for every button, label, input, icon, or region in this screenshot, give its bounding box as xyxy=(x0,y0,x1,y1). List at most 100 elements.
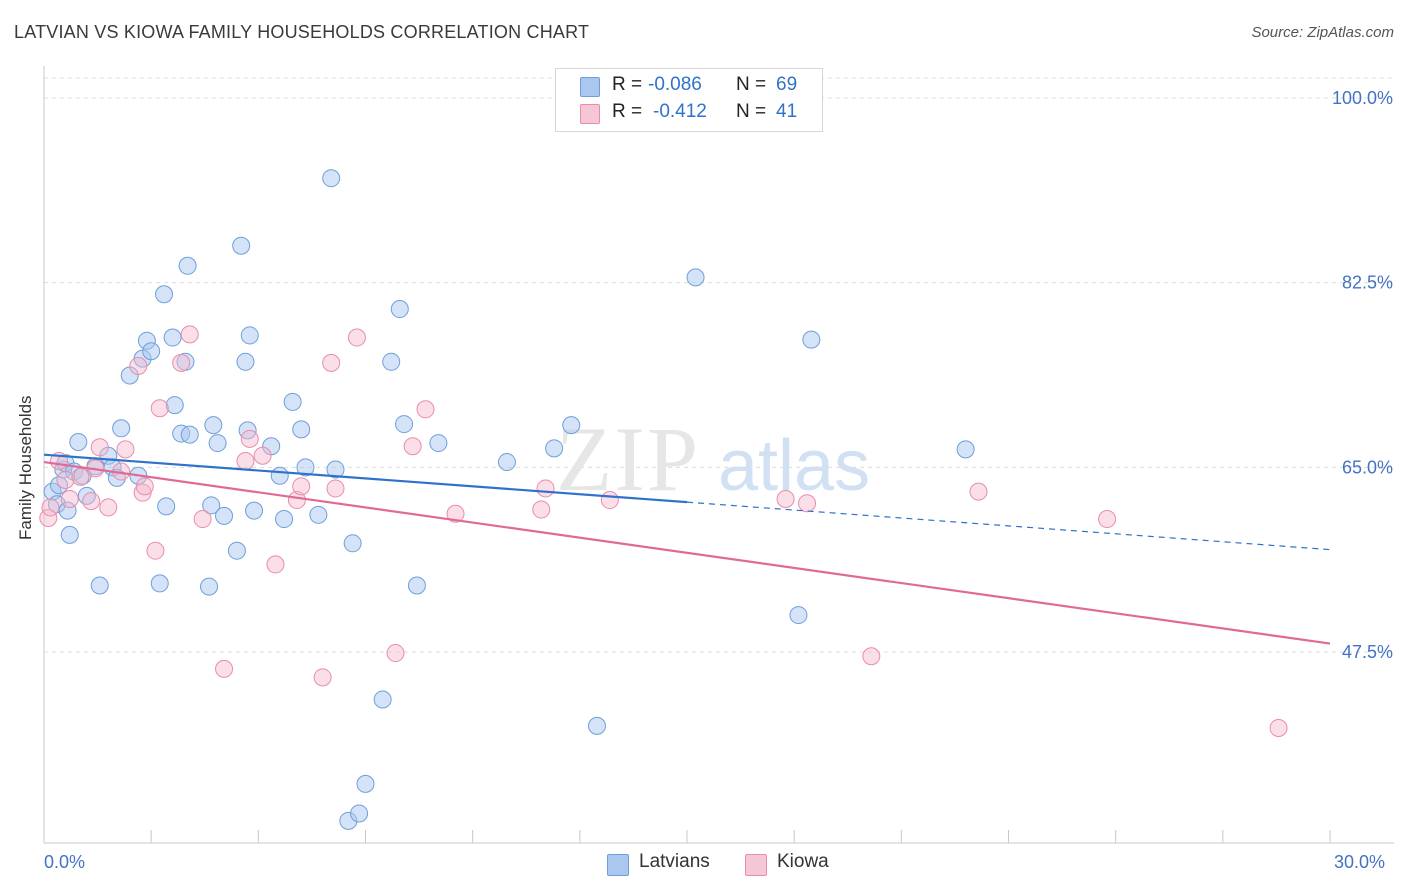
legend-r-label-1: R = xyxy=(612,74,643,95)
trend-lines xyxy=(43,453,1331,645)
latvian-point xyxy=(227,541,246,560)
latvian-point xyxy=(587,716,606,735)
latvian-point xyxy=(562,416,581,435)
kiowa-point xyxy=(82,492,101,511)
kiowa-point xyxy=(416,400,435,419)
latvian-point xyxy=(155,285,174,304)
kiowa-point xyxy=(193,510,212,529)
kiowa-point xyxy=(60,489,79,508)
latvian-point xyxy=(240,326,259,345)
latvian-point xyxy=(956,440,975,459)
watermark-atlas: atlas xyxy=(718,426,870,506)
latvian-point xyxy=(686,268,705,287)
latvian-point xyxy=(545,439,564,458)
kiowa-point xyxy=(1098,510,1117,529)
kiowa-legend-swatch xyxy=(745,854,767,876)
latvian-trend-line xyxy=(43,453,688,504)
latvian-point xyxy=(165,396,184,415)
latvian-point xyxy=(407,576,426,595)
kiowa-point xyxy=(266,555,285,574)
latvian-point xyxy=(69,433,88,452)
axes xyxy=(43,66,1394,844)
latvian-point xyxy=(497,453,516,472)
kiowa-point xyxy=(403,437,422,456)
latvian-swatch xyxy=(580,77,600,97)
y-tick-label: 65.0% xyxy=(1342,457,1393,477)
latvian-point xyxy=(789,606,808,625)
latvian-point xyxy=(802,330,821,349)
kiowa-point xyxy=(253,446,272,465)
kiowa-point xyxy=(1269,718,1288,737)
latvian-point xyxy=(157,497,176,516)
kiowa-point xyxy=(536,479,555,498)
kiowa-point xyxy=(862,647,881,666)
kiowa-point xyxy=(313,668,332,687)
x-tick-max: 30.0% xyxy=(1334,852,1386,872)
watermark: ZIP atlas xyxy=(556,408,870,510)
y-axis-label: Family Households xyxy=(16,395,35,540)
latvian-point xyxy=(60,525,79,544)
latvian-point xyxy=(309,505,328,524)
latvian-point xyxy=(112,419,131,438)
kiowa-point xyxy=(326,479,345,498)
legend-r-value-2: -0.412 xyxy=(653,101,707,122)
legend-r-label-2: R = xyxy=(612,101,643,122)
kiowa-point xyxy=(135,477,154,496)
latvian-point xyxy=(429,434,448,453)
latvian-point xyxy=(283,392,302,411)
latvian-point xyxy=(163,328,182,347)
stats-legend: R = -0.086 N = 69 R = -0.412 N = 41 xyxy=(555,68,823,132)
latvian-point xyxy=(356,774,375,793)
latvian-point xyxy=(232,236,251,255)
source-label: Source: ZipAtlas.com xyxy=(1251,24,1394,41)
kiowa-point xyxy=(347,328,366,347)
kiowa-trend-line xyxy=(43,460,1331,645)
kiowa-point xyxy=(172,353,191,372)
latvian-point xyxy=(208,434,227,453)
latvian-point xyxy=(90,576,109,595)
kiowa-point xyxy=(798,494,817,513)
kiowa-point xyxy=(146,541,165,560)
kiowa-point xyxy=(386,644,405,663)
kiowa-point xyxy=(71,467,90,486)
latvian-point xyxy=(58,501,77,520)
latvian-point xyxy=(382,352,401,371)
kiowa-point xyxy=(215,659,234,678)
latvian-point xyxy=(395,415,414,434)
latvian-point xyxy=(322,169,341,188)
legend-n-label-1: N = xyxy=(736,74,767,95)
latvian-point xyxy=(343,534,362,553)
latvian-point xyxy=(350,804,369,823)
kiowa-point xyxy=(150,399,169,418)
latvians-legend-label: Latvians xyxy=(639,851,710,872)
y-tick-label: 47.5% xyxy=(1342,642,1393,662)
kiowa-point xyxy=(56,470,75,489)
latvian-point xyxy=(215,506,234,525)
latvian-point xyxy=(292,420,311,439)
latvian-point xyxy=(236,352,255,371)
latvian-point xyxy=(204,416,223,435)
kiowa-point xyxy=(90,438,109,457)
kiowa-point xyxy=(129,357,148,376)
latvian-point xyxy=(142,342,161,361)
chart-title: LATVIAN VS KIOWA FAMILY HOUSEHOLDS CORRE… xyxy=(14,22,590,42)
latvian-point xyxy=(390,300,409,319)
kiowa-point xyxy=(99,498,118,517)
kiowa-point xyxy=(41,498,60,517)
kiowa-point xyxy=(240,429,259,448)
latvian-trend-extension xyxy=(686,501,1331,551)
legend-r-value-1: -0.086 xyxy=(648,74,702,95)
latvian-point xyxy=(326,460,345,479)
latvian-point xyxy=(275,510,294,529)
latvian-point xyxy=(180,425,199,444)
kiowa-point xyxy=(776,489,795,508)
legend-n-value-1: 69 xyxy=(776,74,798,95)
latvian-point xyxy=(178,256,197,275)
latvian-point xyxy=(270,466,289,485)
x-tick-min: 0.0% xyxy=(44,852,86,872)
latvian-point xyxy=(150,574,169,593)
kiowa-point xyxy=(600,491,619,510)
latvian-point xyxy=(373,690,392,709)
legend-n-label-2: N = xyxy=(736,101,767,122)
kiowa-point xyxy=(116,440,135,459)
